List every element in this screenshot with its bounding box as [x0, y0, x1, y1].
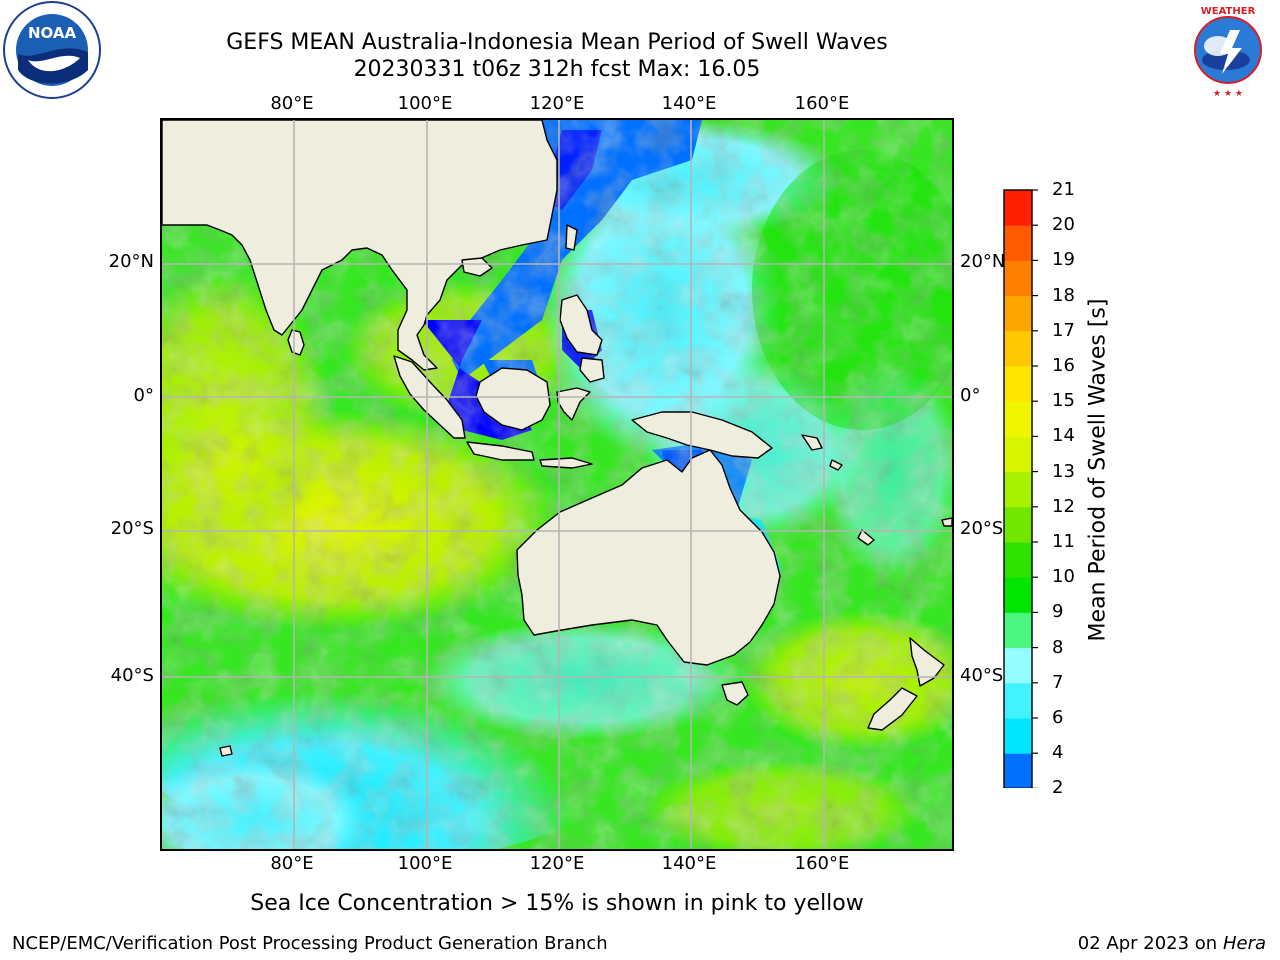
colorbar-segment — [1004, 260, 1032, 297]
lon-label-bottom-160e: 160°E — [794, 853, 850, 874]
colorbar-tick-label: 2 — [1052, 777, 1064, 799]
colorbar-segment — [1004, 190, 1032, 226]
colorbar-segment — [1004, 471, 1032, 508]
swell-period-map[interactable] — [160, 118, 954, 851]
colorbar-tick-label: 18 — [1052, 284, 1075, 306]
colorbar-tick-label: 15 — [1052, 390, 1075, 412]
land-sri-lanka — [287, 329, 305, 356]
land-asia — [162, 120, 558, 371]
land-hainan — [461, 257, 493, 277]
land-taiwan — [565, 224, 578, 251]
nws-logo: WEATHER ★ ★ ★ — [1178, 0, 1278, 100]
colorbar-tick-label: 8 — [1052, 636, 1064, 658]
colorbar-tick-label: 17 — [1052, 319, 1075, 341]
lat-label-right-40s: 40°S — [960, 665, 1004, 686]
lon-label-top-120e: 120°E — [529, 93, 585, 114]
lon-label-bottom-120e: 120°E — [529, 853, 585, 874]
colorbar-tick-label: 10 — [1052, 566, 1075, 588]
colorbar-tick-label: 4 — [1052, 742, 1064, 764]
svg-text:WEATHER: WEATHER — [1201, 6, 1256, 17]
footer-organization: NCEP/EMC/Verification Post Processing Pr… — [12, 933, 608, 954]
land-australia — [516, 449, 781, 666]
colorbar-label: Mean Period of Swell Waves [s] — [1085, 298, 1111, 642]
land-philippines — [559, 294, 603, 356]
lat-label-left-40s: 40°S — [110, 665, 154, 686]
sea-ice-note: Sea Ice Concentration > 15% is shown in … — [250, 891, 864, 916]
lon-label-bottom-100e: 100°E — [397, 853, 453, 874]
colorbar-tick-label: 19 — [1052, 249, 1075, 271]
colorbar-segment — [1004, 718, 1032, 754]
lon-label-bottom-80e: 80°E — [270, 853, 314, 874]
colorbar — [1000, 188, 1050, 818]
colorbar-tick-label: 7 — [1052, 671, 1064, 693]
colorbar-segment — [1004, 647, 1032, 684]
lon-label-top-140e: 140°E — [661, 93, 717, 114]
land-new-zealand-south — [867, 687, 918, 731]
chart-subtitle: 20230331 t06z 312h fcst Max: 16.05 — [353, 57, 761, 82]
colorbar-tick-label: 14 — [1052, 425, 1075, 447]
map-canvas — [162, 120, 952, 849]
colorbar-segment — [1004, 295, 1032, 332]
colorbar-tick-label: 20 — [1052, 214, 1075, 236]
lat-label-left-0: 0° — [133, 385, 154, 406]
colorbar-segment — [1004, 330, 1032, 367]
footer-host: Hera — [1222, 933, 1266, 954]
land-masses — [162, 120, 952, 757]
noaa-logo: NOAA — [0, 0, 104, 100]
colorbar-tick-label: 13 — [1052, 460, 1075, 482]
lat-label-left-20s: 20°S — [110, 518, 154, 539]
colorbar-segment — [1004, 506, 1032, 543]
noaa-logo-text: NOAA — [28, 24, 77, 42]
lon-label-top-160e: 160°E — [794, 93, 850, 114]
colorbar-segment — [1004, 401, 1032, 437]
colorbar-tick-label: 12 — [1052, 495, 1075, 517]
graticule — [162, 120, 952, 849]
colorbar-tick-label: 21 — [1052, 179, 1075, 200]
colorbar-tick-label: 11 — [1052, 531, 1075, 552]
colorbar-tick-label: 6 — [1052, 707, 1064, 728]
colorbar-segment — [1004, 436, 1032, 473]
land-borneo — [475, 367, 551, 431]
colorbar-segment — [1004, 225, 1032, 261]
land-new-zealand-north — [909, 637, 945, 687]
colorbar-tick-label: 16 — [1052, 355, 1075, 376]
lon-label-top-80e: 80°E — [270, 93, 314, 114]
land-java — [466, 441, 535, 461]
colorbar-tick-label: 9 — [1052, 601, 1064, 623]
lon-label-bottom-140e: 140°E — [661, 853, 717, 874]
lon-label-top-100e: 100°E — [397, 93, 453, 114]
land-kerguelen — [219, 745, 233, 757]
lat-label-right-0: 0° — [960, 385, 981, 406]
lat-label-right-20s: 20°S — [960, 518, 1004, 539]
lat-label-left-20n: 20°N — [108, 251, 154, 272]
lat-label-right-20n: 20°N — [960, 251, 1006, 272]
footer-date: 02 Apr 2023 on Hera — [1077, 933, 1266, 954]
colorbar-segment — [1004, 542, 1032, 578]
chart-title: GEFS MEAN Australia-Indonesia Mean Perio… — [226, 30, 888, 55]
land-tasmania — [721, 681, 749, 706]
colorbar-segment — [1004, 753, 1032, 789]
colorbar-segment — [1004, 577, 1032, 613]
colorbar-segment — [1004, 366, 1032, 402]
colorbar-segment — [1004, 612, 1032, 649]
svg-text:★ ★ ★: ★ ★ ★ — [1213, 89, 1243, 99]
land-new-guinea — [631, 411, 773, 459]
colorbar-segment — [1004, 682, 1032, 719]
